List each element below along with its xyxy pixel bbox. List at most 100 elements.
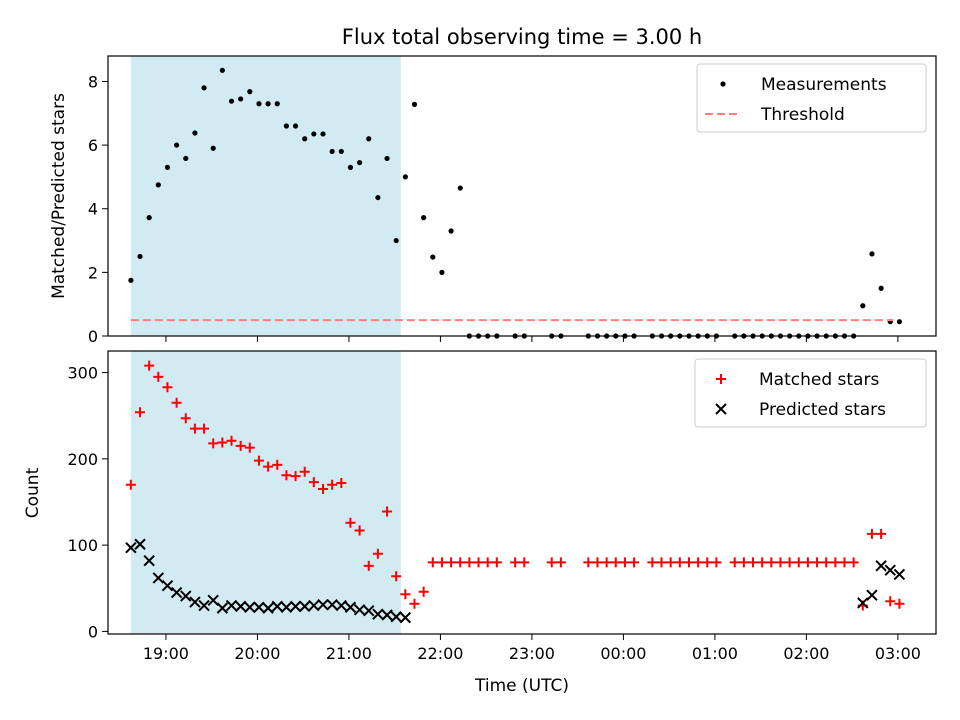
predicted-stars-point [244,601,256,613]
predicted-stars-point [125,542,137,554]
x-tick-label: 19:00 [143,644,189,663]
matched-stars-point [135,407,146,418]
matched-stars-point [455,557,466,568]
matched-stars-point [180,413,191,424]
measurements-point [411,101,418,107]
predicted-stars-point [216,602,229,614]
matched-stars-point [802,557,813,568]
predicted-stars-point [143,554,155,567]
predicted-stars-point [390,611,402,623]
measurements-point [201,85,207,91]
measurements-point [164,164,171,170]
measurements-point [302,136,308,142]
measurements-point [311,131,317,137]
matched-stars-point [473,557,484,568]
matched-stars-point [830,557,841,568]
matched-stars-point [610,557,621,568]
measurements-point [210,145,216,151]
top-panel: 0 2 4 6 8 Measurements Threshold [88,55,937,346]
matched-stars-point [427,557,438,568]
matched-stars-point [793,557,804,568]
legend-label: Threshold [760,105,845,125]
predicted-stars-point [161,579,174,592]
predicted-stars-point [134,538,146,550]
predicted-stars-point [893,568,906,581]
axes-frame [107,350,937,635]
matched-stars-point [363,560,374,571]
y-tick-label: 0 [88,622,98,641]
measurements-point [457,185,463,191]
matched-stars-point [318,484,329,495]
matched-stars-point [757,557,768,568]
x-tick-label: 00:00 [600,644,646,663]
measurements-point [439,269,445,275]
legend-label: Matched stars [759,370,879,390]
x-tick-label: 22:00 [417,644,463,663]
matched-stars-point [400,589,411,600]
predicted-stars-point [857,597,869,609]
predicted-stars-point [234,600,247,613]
matched-stars-point [839,557,850,568]
matched-stars-point [345,517,356,528]
matched-stars-point [784,557,795,568]
matched-stars-point [464,557,475,568]
measurements-point [384,155,390,162]
measurements-point [238,96,244,102]
predicted-stars-point [363,604,375,617]
measurements-point [183,155,189,162]
matched-stars-point [812,557,823,568]
matched-stars-point [144,360,155,371]
matched-stars-point [656,557,667,568]
measurements-point [338,148,344,155]
matched-stars-point [162,382,173,393]
matched-stars-point [171,397,182,408]
matched-stars-point [244,442,255,453]
predicted-stars-point [381,609,393,621]
matched-stars-point [354,525,365,536]
measurements-point [283,123,290,129]
matched-stars-point [510,557,521,568]
matched-stars-point [647,557,658,568]
matched-stars-point [299,466,310,477]
chart-title: Flux total observing time = 3.00 h [342,25,702,49]
x-tick-label: 03:00 [875,644,921,663]
legend-swatch [720,81,726,87]
measurements-point [366,136,372,142]
matched-stars-point [885,596,896,607]
matched-stars-point [729,557,740,568]
y-tick-label: 2 [88,263,98,282]
measurements-point [137,253,143,260]
matched-stars-point [592,557,603,568]
measurements-point [274,101,280,107]
matched-stars-point [711,557,722,568]
matched-stars-point [848,557,859,568]
predicted-stars-point [308,599,320,612]
measurements-point [860,303,866,309]
measurements-point [375,194,381,201]
measurements-point [247,89,253,95]
measurements-point [357,159,363,166]
axes-frame [107,55,937,337]
matched-stars-point [619,557,630,568]
measurements-point [265,101,271,107]
measurements-point [869,251,875,257]
predicted-stars-point [353,604,366,616]
x-tick-label: 20:00 [234,644,280,663]
legend-box [696,63,927,133]
matched-stars-point [272,459,283,470]
matched-stars-point [382,506,393,517]
measurements-point [347,164,354,170]
predicted-stars-point [289,600,302,613]
predicted-stars-point [180,590,192,602]
predicted-stars-point [875,560,887,572]
bottom-y-axis-label: Count [23,467,43,518]
measurements-point [174,142,180,148]
matched-stars-point [876,528,887,539]
matched-stars-point [409,598,420,609]
y-tick-label: 8 [88,72,98,91]
shaded-region [130,351,401,634]
matched-stars-point [199,423,210,434]
predicted-stars-point [317,598,329,611]
measurements-point [320,131,326,137]
predicted-stars-point [189,596,201,608]
